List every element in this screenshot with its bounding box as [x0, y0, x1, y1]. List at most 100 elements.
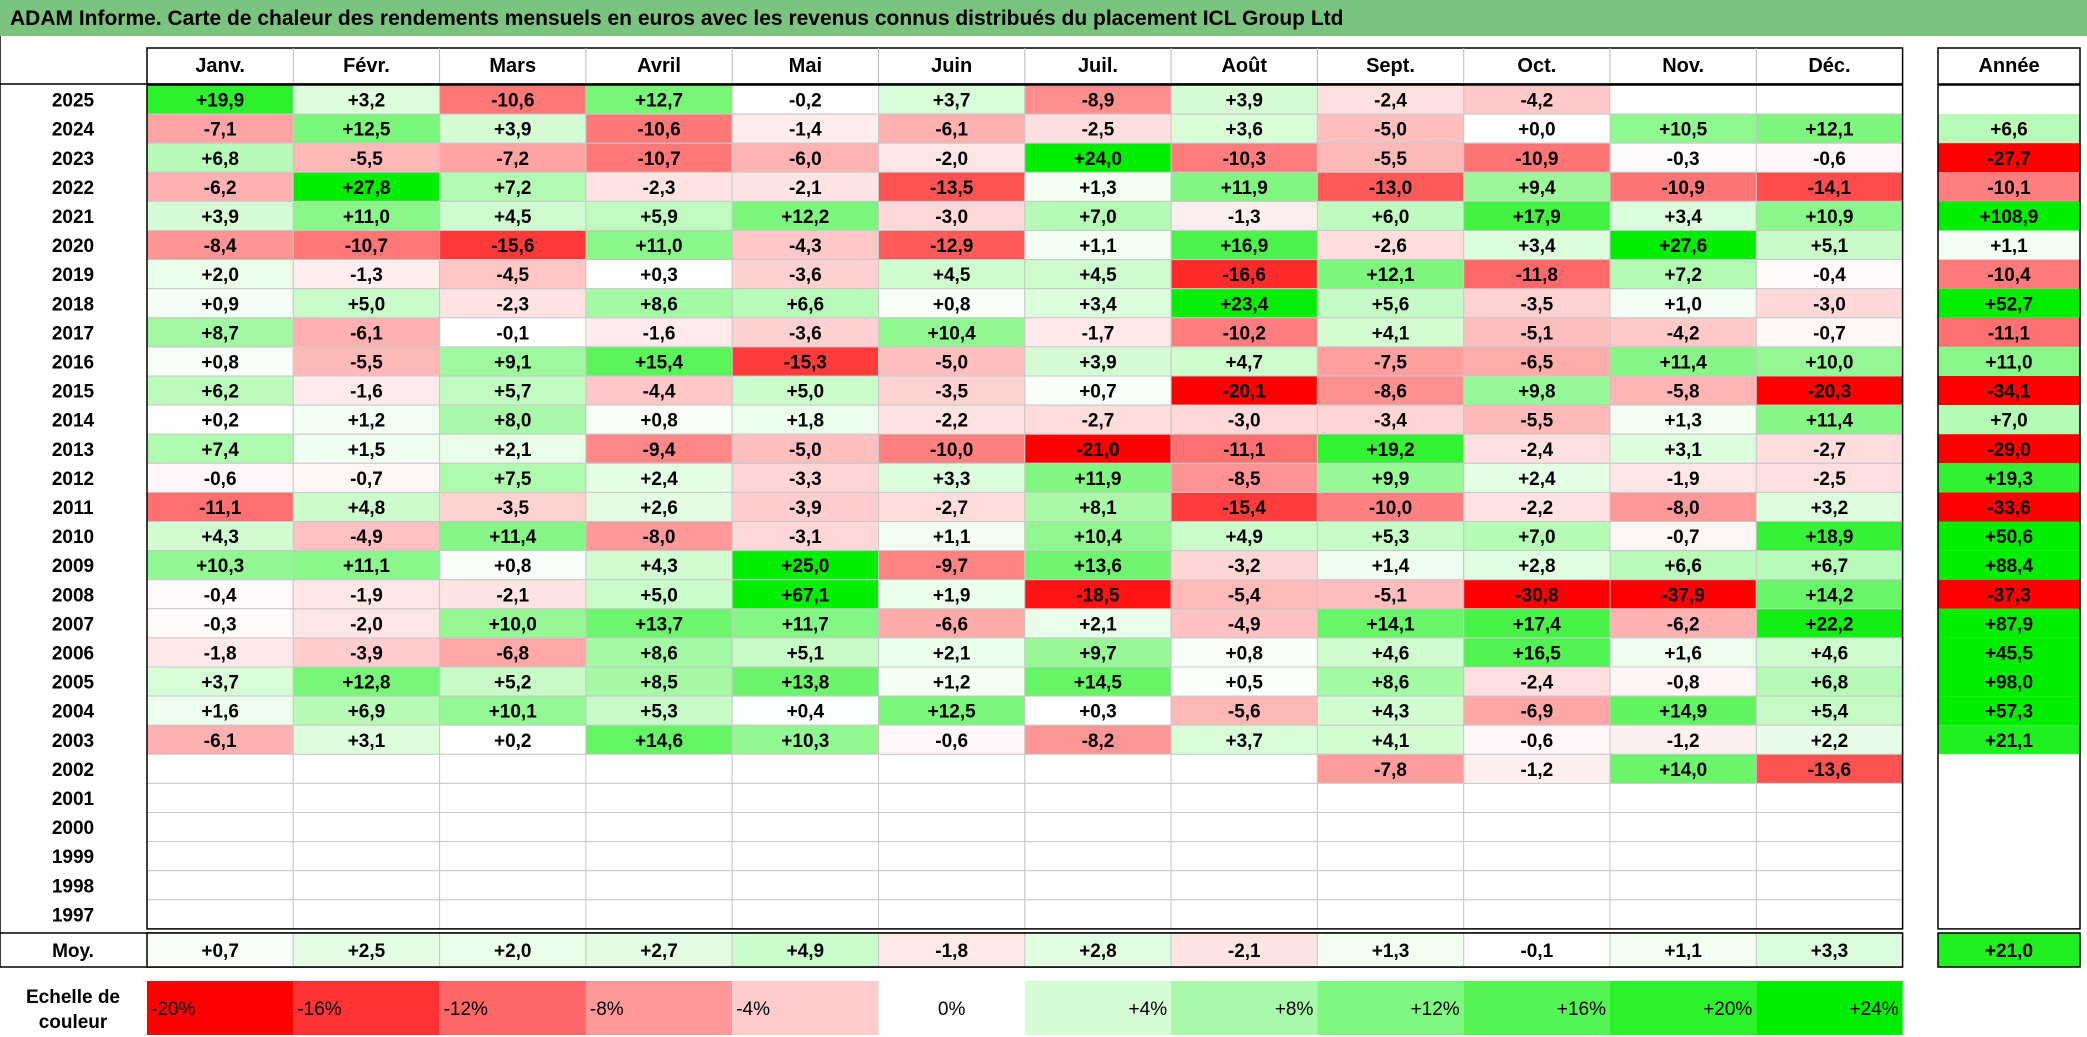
cell-value: +1,1	[933, 527, 971, 548]
legend-label: +20%	[1703, 999, 1752, 1020]
cell-value: -5,1	[1520, 323, 1553, 344]
year-label: 2000	[52, 818, 94, 839]
cell-value: +3,7	[1225, 731, 1263, 752]
average-value: +3,3	[1811, 941, 1849, 962]
cell-value: -21,0	[1076, 440, 1119, 461]
cell-value: +6,0	[1372, 207, 1410, 228]
annual-cell	[1938, 230, 2080, 260]
year-label: 2007	[52, 614, 94, 635]
cell-value: +8,6	[640, 643, 678, 664]
cell-value: +12,1	[1805, 120, 1854, 141]
cell-value: -3,6	[789, 323, 822, 344]
heatmap-cell	[585, 404, 733, 435]
month-header: Juin	[931, 55, 972, 77]
average-value: +1,3	[1372, 941, 1410, 962]
heatmap-cell	[439, 695, 587, 726]
heatmap-cell	[878, 899, 1026, 930]
heatmap-cell	[731, 608, 880, 639]
year-label: 2002	[52, 760, 94, 781]
heatmap-cell	[1755, 288, 1904, 319]
cell-value: +10,3	[196, 556, 244, 577]
heatmap-cell	[731, 346, 880, 377]
cell-value: -0,3	[204, 614, 237, 635]
heatmap-cell	[439, 142, 587, 173]
heatmap-cell	[731, 841, 880, 872]
heatmap-cell	[1024, 142, 1172, 173]
cell-value: +4,3	[201, 527, 239, 548]
cell-value: +11,0	[636, 236, 683, 257]
heatmap-cell	[1024, 346, 1172, 377]
heatmap-cell	[292, 899, 441, 930]
cell-value: +0,0	[1518, 120, 1556, 141]
heatmap-cell	[292, 84, 441, 115]
heatmap-cell	[1755, 637, 1904, 668]
legend-label: -8%	[590, 999, 624, 1020]
cell-value: -0,4	[204, 585, 237, 606]
heatmap-cell	[1755, 521, 1904, 552]
cell-value: -6,0	[789, 149, 822, 170]
heatmap-cell	[1024, 666, 1172, 697]
cell-value: +1,2	[933, 673, 971, 694]
cell-value: +0,8	[640, 411, 678, 432]
heatmap-cell	[1755, 375, 1904, 406]
cell-value: +12,2	[781, 207, 829, 228]
cell-value: +3,2	[1811, 498, 1849, 519]
heatmap-cell	[1609, 608, 1757, 639]
heatmap-cell	[1024, 724, 1172, 755]
heatmap-cell	[878, 200, 1026, 231]
heatmap-cell	[1463, 521, 1611, 552]
year-label: 2016	[52, 352, 94, 373]
heatmap-cell	[585, 375, 733, 406]
cell-value: -5,5	[1520, 411, 1553, 432]
heatmap-cell	[731, 491, 880, 522]
heatmap-cell	[1755, 550, 1904, 581]
heatmap-cell	[1024, 753, 1172, 784]
cell-value: +0,5	[1225, 673, 1263, 694]
heatmap-cell	[1316, 288, 1465, 319]
cell-value: +6,8	[201, 149, 239, 170]
heatmap-cell	[1755, 346, 1904, 377]
heatmap-cell	[878, 782, 1026, 814]
heatmap-cell	[439, 841, 587, 872]
heatmap-cell	[878, 579, 1026, 610]
annual-value: -10,4	[1987, 265, 2031, 286]
year-label: 2017	[52, 323, 94, 344]
cell-value: +0,8	[494, 556, 532, 577]
annual-value: +108,9	[1980, 207, 2039, 228]
heatmap-cell	[1755, 579, 1904, 610]
cell-value: +8,1	[1079, 498, 1117, 519]
heatmap-cell	[292, 812, 441, 843]
cell-value: +22,2	[1805, 614, 1853, 635]
heatmap-cell	[439, 433, 587, 464]
cell-value: +2,4	[640, 469, 678, 490]
cell-value: -15,3	[784, 352, 827, 373]
heatmap-cell	[731, 113, 880, 144]
heatmap-cell	[1170, 899, 1318, 930]
cell-value: -7,1	[204, 120, 237, 141]
cell-value: -2,3	[496, 294, 529, 315]
heatmap-cell	[1609, 200, 1757, 231]
cell-value: -10,0	[1369, 498, 1412, 519]
annual-cell	[1938, 783, 2080, 813]
heatmap-cell	[146, 841, 294, 872]
heatmap-cell	[731, 433, 880, 464]
cell-value: -2,7	[935, 498, 968, 519]
cell-value: -10,6	[491, 91, 534, 112]
cell-value: +14,0	[1659, 760, 1707, 781]
heatmap-cell	[731, 550, 880, 581]
heatmap-cell	[146, 550, 294, 581]
cell-value: -1,2	[1667, 731, 1700, 752]
cell-value: +16,9	[1220, 236, 1268, 257]
heatmap-cell	[1755, 608, 1904, 639]
heatmap-cell	[1609, 753, 1757, 784]
cell-value: +1,0	[1664, 294, 1702, 315]
year-label: 2015	[52, 382, 95, 403]
heatmap-cell	[439, 346, 587, 377]
heatmap-cell	[1170, 753, 1318, 784]
cell-value: +1,1	[1079, 236, 1117, 257]
cell-value: -13,6	[1808, 760, 1851, 781]
cell-value: -4,9	[350, 527, 383, 548]
cell-value: -11,1	[199, 498, 242, 519]
annual-cell	[1938, 754, 2080, 784]
cell-value: +12,5	[928, 702, 977, 723]
